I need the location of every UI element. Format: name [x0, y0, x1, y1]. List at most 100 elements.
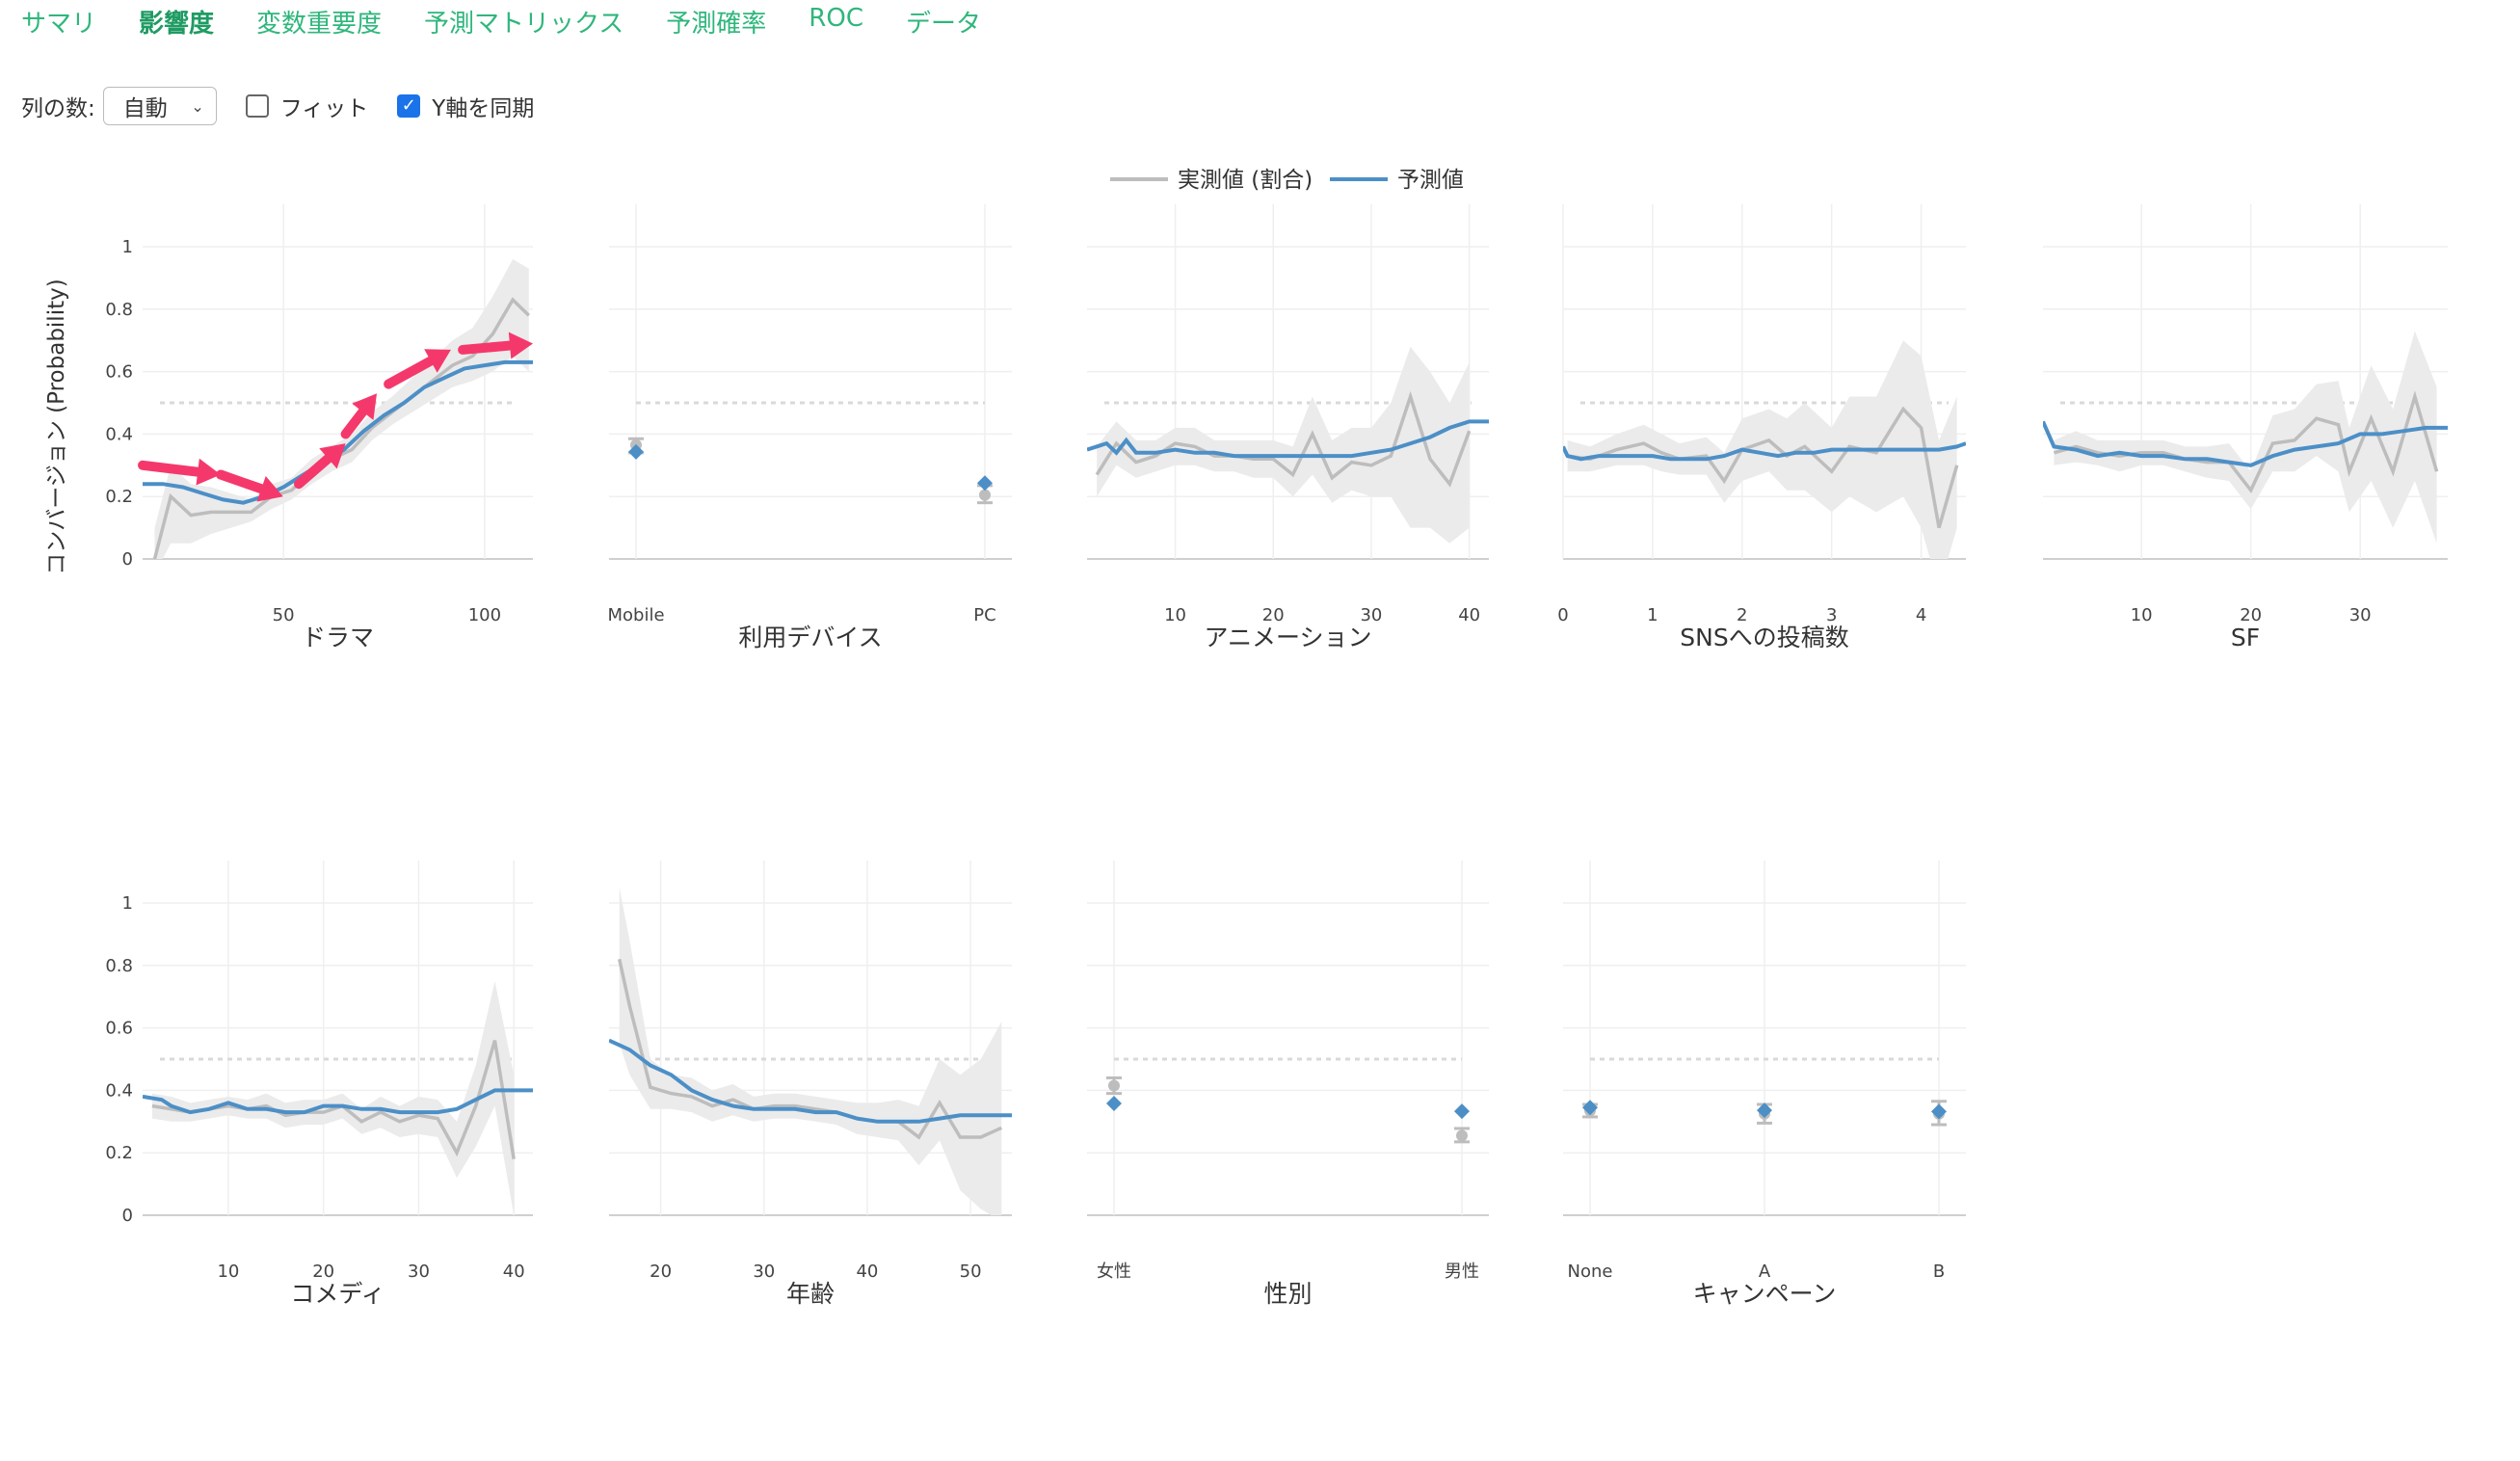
x-tick-label: 30	[1360, 605, 1382, 625]
y-tick-label: 0	[122, 549, 133, 570]
predicted-line	[2043, 420, 2448, 467]
x-tick-label: None	[1568, 1262, 1613, 1282]
y-tick-label: 0	[122, 1206, 133, 1226]
actual-line	[617, 958, 1003, 1140]
predicted-line	[609, 1038, 1012, 1124]
plot-area	[1087, 346, 1489, 544]
annotation-arrow-head	[196, 458, 221, 486]
tab-variable-importance[interactable]: 変数重要度	[256, 10, 383, 39]
y-axis-label: コンバージョン (Probability)	[44, 279, 69, 574]
tab-summary[interactable]: サマリ	[21, 10, 97, 39]
predicted-line	[143, 1088, 533, 1115]
sync-y-checkbox-wrap[interactable]: ✓ Y軸を同期	[397, 90, 534, 122]
tab-prediction-probability[interactable]: 予測確率	[666, 10, 767, 39]
x-tick-label: 100	[468, 605, 501, 625]
panel-title: コメディ	[290, 1280, 385, 1308]
y-tick-label: 1	[122, 893, 133, 914]
x-tick-label: 20	[312, 1262, 334, 1282]
x-tick-label: B	[1933, 1262, 1945, 1282]
x-tick-label: 2	[1737, 605, 1747, 625]
confidence-band	[154, 259, 529, 559]
panel-0: 0 0.2 0.4 0.6 0.8 1 50 100 ドラマ	[105, 204, 533, 651]
panel-1: Mobile PC 利用デバイス	[607, 204, 1012, 651]
panel-title: SNSへの投稿数	[1680, 624, 1848, 651]
annotation-arrow-head	[319, 443, 346, 469]
plot-area	[2043, 331, 2448, 544]
y-tick-label: 0.6	[105, 362, 133, 383]
x-tick-label: 10	[2131, 605, 2153, 625]
panel-2: 10 20 30 40 アニメーション	[1087, 204, 1489, 651]
x-tick-label: 10	[1164, 605, 1186, 625]
predicted-marker	[628, 443, 644, 460]
panel-8: None A B キャンペーン	[1563, 861, 1966, 1308]
predicted-marker	[1454, 1103, 1470, 1120]
plot-area	[143, 981, 533, 1215]
x-tick-label: 30	[753, 1262, 775, 1282]
y-tick-label: 0.4	[105, 424, 133, 444]
plot-area	[1563, 340, 1966, 559]
predicted-marker	[1106, 1096, 1122, 1112]
panel-title: SF	[2231, 624, 2260, 651]
fit-checkbox[interactable]	[245, 94, 269, 118]
x-tick-label: 1	[1647, 605, 1658, 625]
panel-5: 0 0.2 0.4 0.6 0.8 1 10 20 30 40 コメディ	[105, 861, 533, 1308]
plot-area	[609, 887, 1012, 1215]
tab-bar: サマリ 影響度 変数重要度 予測マトリックス 予測確率 ROC データ	[21, 0, 1023, 46]
plot-area	[143, 259, 533, 559]
confidence-band	[151, 981, 515, 1215]
sync-y-checkbox[interactable]: ✓	[397, 94, 421, 118]
annotation-arrow-shaft	[384, 356, 436, 389]
x-tick-label: 50	[273, 605, 295, 625]
x-tick-label: 30	[408, 1262, 430, 1282]
x-tick-label: 男性	[1445, 1262, 1479, 1282]
panel-6: 20 30 40 50 年齢	[609, 861, 1012, 1308]
panel-title: ドラマ	[302, 624, 374, 651]
legend: 実測値 (割合) 予測値	[1110, 168, 1464, 193]
actual-point	[1456, 1129, 1468, 1142]
panel-title: 年齢	[786, 1280, 835, 1308]
annotation-arrow-shaft	[458, 340, 516, 355]
actual-point	[979, 489, 991, 501]
plot-area	[628, 437, 993, 505]
tab-data[interactable]: データ	[905, 10, 981, 39]
x-tick-label: 10	[217, 1262, 239, 1282]
x-tick-label: 40	[1458, 605, 1480, 625]
annotation-arrow-shaft	[138, 460, 203, 477]
tab-prediction-matrix[interactable]: 予測マトリックス	[424, 10, 624, 39]
columns-select[interactable]: 自動 ⌄	[102, 87, 217, 125]
panel-4: 10 20 30 SF	[2043, 204, 2448, 651]
plot-area	[1582, 1100, 1947, 1127]
confidence-band	[619, 887, 1002, 1215]
annotation-arrow-head	[256, 476, 283, 502]
fit-label: フィット	[279, 96, 369, 121]
x-tick-label: Mobile	[607, 605, 664, 625]
predicted-marker	[977, 475, 993, 491]
chevron-down-icon: ⌄	[191, 96, 204, 116]
predicted-line	[1087, 419, 1489, 459]
x-tick-label: 20	[650, 1262, 672, 1282]
x-tick-label: 50	[960, 1262, 982, 1282]
y-tick-label: 0.8	[105, 300, 133, 320]
predicted-line	[1563, 441, 1966, 462]
confidence-band	[1567, 340, 1957, 559]
actual-line	[1567, 406, 1959, 529]
y-tick-label: 1	[122, 237, 133, 257]
x-tick-label: 40	[503, 1262, 525, 1282]
actual-point	[1108, 1079, 1120, 1092]
y-tick-label: 0.6	[105, 1019, 133, 1039]
tab-influence[interactable]: 影響度	[139, 10, 215, 39]
plot-area	[1106, 1076, 1470, 1144]
tab-roc[interactable]: ROC	[809, 4, 863, 33]
annotation-arrow-head	[424, 349, 451, 373]
x-tick-label: 3	[1826, 605, 1837, 625]
y-tick-label: 0.4	[105, 1080, 133, 1101]
legend-predicted-label: 予測値	[1397, 168, 1464, 193]
y-tick-label: 0.2	[105, 487, 133, 507]
x-tick-label: 20	[1262, 605, 1285, 625]
x-tick-label: 20	[2240, 605, 2262, 625]
fit-checkbox-wrap[interactable]: フィット	[245, 90, 369, 122]
x-tick-label: PC	[973, 605, 995, 625]
x-tick-label: A	[1759, 1262, 1771, 1282]
